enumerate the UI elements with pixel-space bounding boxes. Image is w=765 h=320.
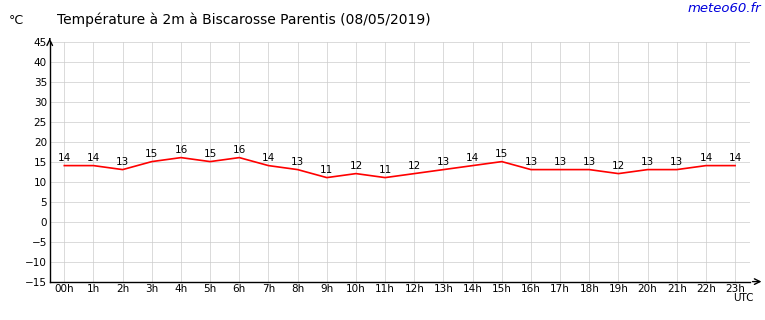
Text: 13: 13 (641, 157, 654, 167)
Text: 12: 12 (612, 161, 625, 171)
Text: 16: 16 (174, 145, 187, 155)
Text: 13: 13 (291, 157, 304, 167)
Text: 15: 15 (145, 149, 158, 159)
Text: 11: 11 (379, 165, 392, 175)
Text: UTC: UTC (733, 293, 754, 303)
Text: 12: 12 (350, 161, 363, 171)
Text: Température à 2m à Biscarosse Parentis (08/05/2019): Température à 2m à Biscarosse Parentis (… (57, 13, 431, 27)
Text: 13: 13 (524, 157, 538, 167)
Text: 15: 15 (203, 149, 216, 159)
Text: 12: 12 (408, 161, 421, 171)
Text: 14: 14 (262, 153, 275, 163)
Text: meteo60.fr: meteo60.fr (688, 2, 761, 15)
Text: 14: 14 (57, 153, 71, 163)
Text: 13: 13 (583, 157, 596, 167)
Text: 13: 13 (116, 157, 129, 167)
Text: 11: 11 (321, 165, 334, 175)
Text: 13: 13 (437, 157, 450, 167)
Text: 14: 14 (728, 153, 742, 163)
Text: 16: 16 (233, 145, 246, 155)
Text: 13: 13 (554, 157, 567, 167)
Text: 14: 14 (87, 153, 100, 163)
Text: 15: 15 (495, 149, 509, 159)
Text: °C: °C (9, 14, 24, 28)
Text: 14: 14 (699, 153, 712, 163)
Text: 14: 14 (466, 153, 479, 163)
Text: 13: 13 (670, 157, 683, 167)
